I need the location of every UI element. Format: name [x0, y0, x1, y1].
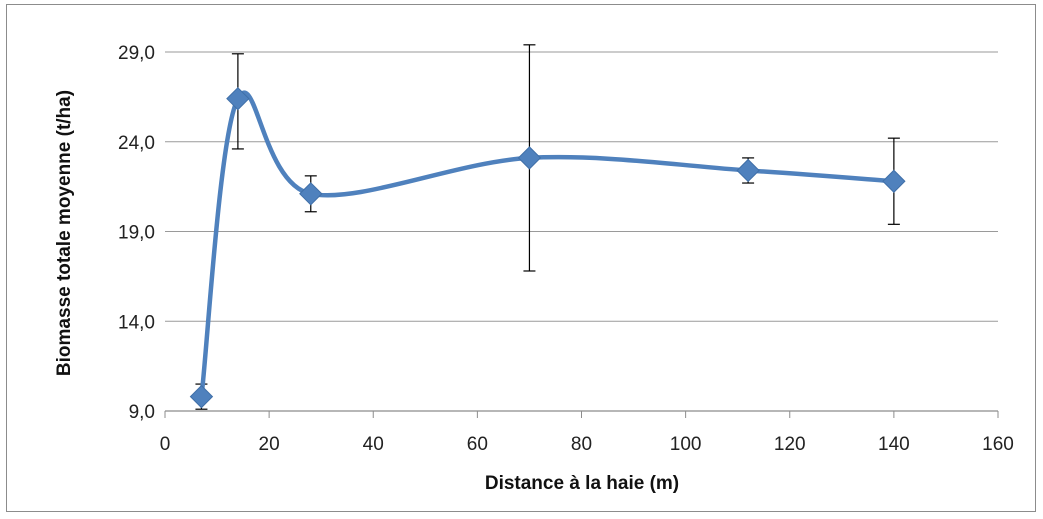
x-tick-label: 40	[363, 434, 384, 455]
data-point	[189, 384, 214, 409]
data-points	[189, 86, 906, 409]
data-point	[882, 169, 906, 193]
x-tick-label: 160	[982, 434, 1014, 455]
error-bars	[195, 44, 900, 410]
y-tick-label: 24,0	[118, 133, 155, 154]
x-axis-label: Distance à la haie (m)	[485, 473, 679, 494]
y-tick-labels: 9,0 14,0 19,0 24,0 29,0	[118, 43, 155, 423]
axes	[164, 410, 999, 418]
series-lines	[199, 90, 895, 397]
data-point	[226, 86, 250, 111]
y-tick-label: 9,0	[129, 402, 155, 423]
x-tick-label: 80	[571, 434, 592, 455]
data-point	[299, 182, 323, 206]
y-tick-label: 19,0	[118, 223, 155, 244]
x-tick-label: 0	[160, 434, 171, 455]
y-axis-label: Biomasse totale moyenne (t/ha)	[54, 90, 75, 376]
x-tick-label: 120	[774, 434, 806, 455]
x-tick-label: 60	[467, 434, 488, 455]
x-tick-label: 140	[878, 434, 910, 455]
y-tick-label: 29,0	[118, 43, 155, 64]
data-point	[517, 146, 542, 170]
x-tick-labels: 0 20 40 60 80 100 120 140 160	[160, 434, 1014, 455]
y-tick-label: 14,0	[118, 312, 155, 333]
series-line	[199, 90, 895, 397]
chart-frame	[6, 4, 1036, 512]
data-point	[736, 158, 760, 183]
x-tick-label: 100	[670, 434, 702, 455]
gridlines	[165, 51, 998, 322]
x-tick-label: 20	[259, 434, 280, 455]
